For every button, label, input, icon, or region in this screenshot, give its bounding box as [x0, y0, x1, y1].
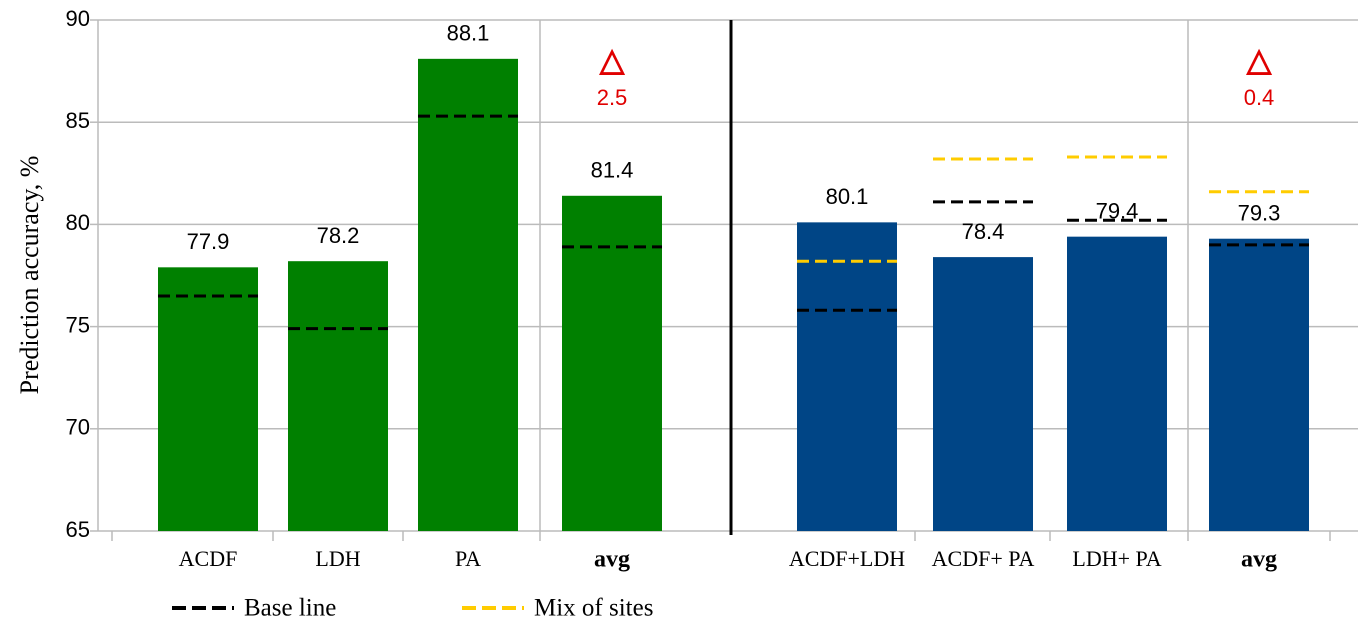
data-label: 88.1 [447, 21, 490, 46]
y-tick-label: 90 [66, 6, 90, 31]
legend-label: Mix of sites [534, 595, 653, 622]
data-label: 80.1 [826, 184, 869, 209]
y-tick-label: 70 [66, 415, 90, 440]
bar [562, 195, 662, 531]
bar [1209, 238, 1309, 531]
x-tick-label: LDH [315, 546, 360, 571]
data-label: 78.4 [962, 219, 1005, 244]
annotation-symbol: △ [1246, 41, 1273, 77]
y-tick-label: 85 [66, 108, 90, 133]
y-axis-label: Prediction accuracy, % [15, 156, 44, 395]
x-tick-label: ACDF [179, 546, 238, 571]
legend-label: Base line [244, 595, 336, 622]
y-tick-label: 75 [66, 312, 90, 337]
bar [797, 222, 897, 531]
annotation-symbol: △ [599, 41, 626, 77]
data-label: 81.4 [591, 158, 634, 183]
data-label: 78.2 [317, 223, 360, 248]
bar [1067, 236, 1167, 531]
x-tick-label: LDH+ PA [1072, 546, 1161, 571]
bar [418, 58, 518, 531]
annotation-text: 0.4 [1244, 85, 1275, 110]
x-tick-label: ACDF+LDH [789, 546, 905, 571]
data-label: 79.3 [1238, 201, 1281, 226]
y-tick-label: 80 [66, 210, 90, 235]
bar [158, 267, 258, 531]
y-tick-label: 65 [66, 517, 90, 542]
x-tick-label: avg [594, 547, 630, 573]
bar [288, 261, 388, 531]
x-tick-label: ACDF+ PA [932, 546, 1035, 571]
annotation-text: 2.5 [597, 85, 628, 110]
bar [933, 257, 1033, 531]
x-tick-label: PA [455, 546, 481, 571]
data-label: 77.9 [187, 229, 230, 254]
x-tick-label: avg [1241, 547, 1277, 573]
